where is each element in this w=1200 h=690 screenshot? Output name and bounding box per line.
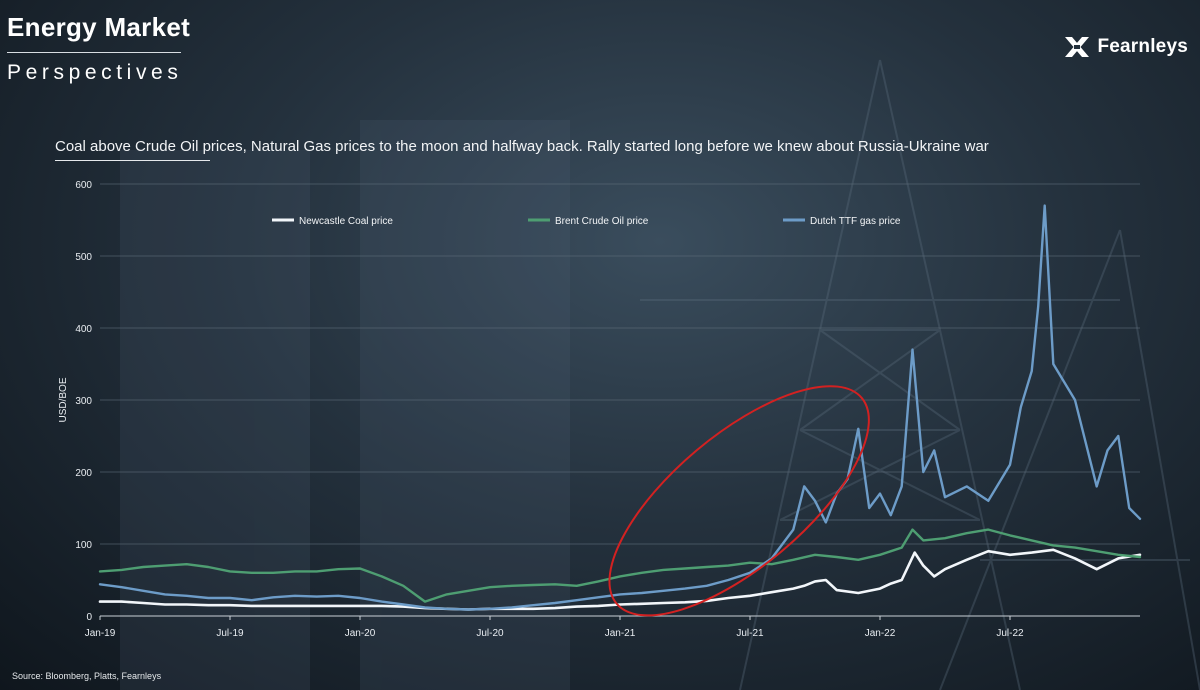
y-axis-label: USD/BOE — [58, 377, 69, 422]
x-tick-label-Jul-21: Jul-21 — [736, 628, 764, 639]
brand-block: Energy Market Perspectives — [7, 10, 190, 85]
brand-title: Energy Market — [7, 12, 191, 42]
chart-title: Coal above Crude Oil prices, Natural Gas… — [55, 138, 989, 155]
legend-label-gas: Dutch TTF gas price — [810, 216, 901, 227]
fearnleys-logo: Fearnleys — [1064, 36, 1188, 58]
y-tick-label-0: 0 — [86, 612, 92, 623]
fearnleys-logo-icon — [1065, 37, 1090, 57]
series-line-oil — [98, 528, 1142, 603]
x-tick-label-Jan-19: Jan-19 — [85, 628, 116, 639]
legend-label-coal: Newcastle Coal price — [299, 216, 393, 227]
chart-title-underline — [55, 160, 210, 161]
y-tick-label-600: 600 — [75, 180, 92, 191]
rally-highlight-ellipse — [608, 385, 870, 617]
y-tick-label-400: 400 — [75, 324, 92, 335]
series-line-gas — [98, 204, 1142, 611]
y-tick-label-200: 200 — [75, 468, 92, 479]
y-tick-label-300: 300 — [75, 396, 92, 407]
x-tick-label-Jul-22: Jul-22 — [996, 628, 1024, 639]
x-tick-label-Jan-20: Jan-20 — [345, 628, 376, 639]
x-tick-label-Jan-22: Jan-22 — [865, 628, 896, 639]
x-tick-label-Jul-19: Jul-19 — [216, 628, 244, 639]
source-note: Source: Bloomberg, Platts, Fearnleys — [12, 671, 162, 681]
y-tick-label-500: 500 — [75, 252, 92, 263]
fearnleys-logo-text: Fearnleys — [1097, 36, 1188, 57]
brand-subtitle: Perspectives — [7, 61, 183, 84]
series-line-coal — [98, 548, 1142, 611]
legend-label-oil: Brent Crude Oil price — [555, 216, 649, 227]
x-tick-label-Jan-21: Jan-21 — [605, 628, 636, 639]
x-tick-label-Jul-20: Jul-20 — [476, 628, 504, 639]
brand-divider — [7, 52, 181, 53]
y-tick-label-100: 100 — [75, 540, 92, 551]
